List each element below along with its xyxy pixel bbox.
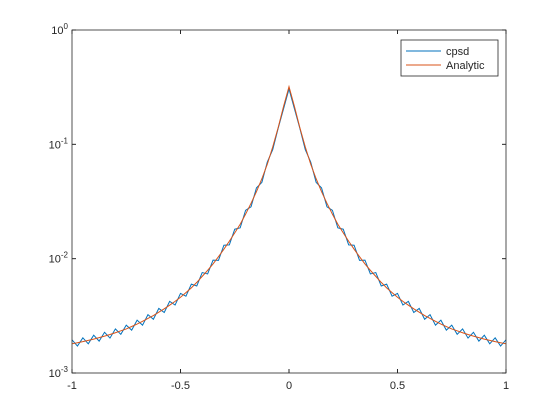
legend-label: cpsd xyxy=(446,46,469,58)
series-line xyxy=(71,87,507,347)
x-tick-label: 1 xyxy=(503,380,509,392)
legend-box xyxy=(400,39,499,77)
plot-frame xyxy=(71,29,507,374)
x-tick-label: -1 xyxy=(67,380,77,392)
x-tick-label: 0.5 xyxy=(390,380,405,392)
x-tick-label: 0 xyxy=(286,380,292,392)
series-line xyxy=(71,84,507,345)
x-tick-label: -0.5 xyxy=(171,380,190,392)
legend-label: Analytic xyxy=(446,60,485,72)
